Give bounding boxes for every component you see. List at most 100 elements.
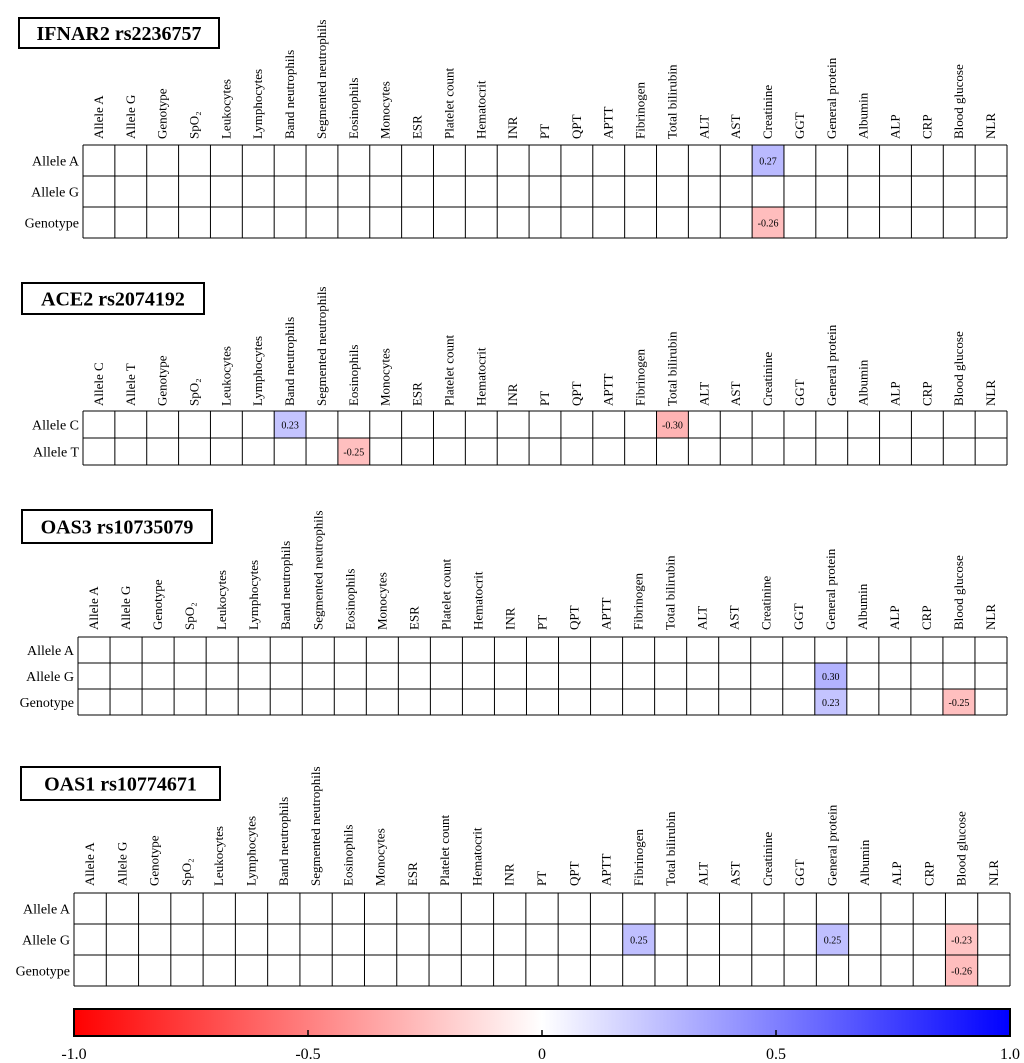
column-label-genotype: Genotype: [155, 355, 170, 406]
colorbar-tick-label: 0: [538, 1046, 546, 1063]
column-label-creatinine: Creatinine: [760, 352, 775, 406]
panel-ace2-rs2074192: ACE2 rs2074192 Allele C Allele T Genotype Sp…: [21, 282, 1008, 466]
column-label-blood-glucose: Blood glucose: [951, 64, 966, 139]
cell-value-label: 0.27: [759, 157, 777, 168]
colorbar-tick-label: -1.0: [61, 1046, 86, 1063]
column-label-monocytes: Monocytes: [378, 81, 393, 139]
row-label-allele-t: Allele T: [33, 446, 79, 461]
column-label-aptt: APTT: [599, 597, 614, 630]
column-label-segmented-neutrophils: Segmented neutrophils: [314, 286, 329, 406]
row-label-genotype: Genotype: [16, 965, 70, 980]
column-label-esr: ESR: [405, 862, 420, 886]
cell-value-label: 0.25: [630, 936, 648, 947]
colorbar-tick-label: 1.0: [1000, 1046, 1020, 1063]
panel-title-box: [21, 509, 213, 544]
column-label-eosinophils: Eosinophils: [346, 78, 361, 139]
column-label-ast: AST: [728, 381, 743, 406]
cell-value-label: 0.23: [822, 698, 840, 709]
column-label-platelet-count: Platelet count: [437, 814, 452, 886]
column-label-lymphocytes: Lymphocytes: [246, 560, 261, 630]
panel-title-box: [20, 766, 221, 801]
column-label-eosinophils: Eosinophils: [340, 825, 355, 886]
column-label-genotype: Genotype: [147, 835, 162, 886]
column-label-genotype: Genotype: [150, 579, 165, 630]
column-label-ast: AST: [728, 114, 743, 139]
cell-value-label: -0.25: [343, 448, 364, 459]
panel-grid: [73, 892, 1011, 987]
column-label-ggt: GGT: [791, 603, 806, 630]
cell-value-label: 0.23: [281, 421, 299, 432]
column-label-albumin: Albumin: [857, 839, 872, 886]
column-label-eosinophils: Eosinophils: [346, 345, 361, 406]
panel-grid: [82, 144, 1008, 239]
column-label-hematocrit: Hematocrit: [473, 80, 488, 139]
column-label-crp: CRP: [919, 114, 934, 139]
column-label-creatinine: Creatinine: [760, 85, 775, 139]
column-label-pt: PT: [535, 615, 550, 630]
heatmap-cell-genotype-blood-glucose: [945, 955, 978, 986]
column-label-allele-g: Allele G: [123, 95, 138, 139]
column-label-alt: ALT: [695, 862, 710, 886]
row-label-allele-a: Allele A: [27, 644, 75, 659]
heatmap-cell-genotype-general-protein: [814, 689, 847, 715]
row-label-genotype: Genotype: [25, 217, 79, 232]
colorbar-tick-label: -0.5: [295, 1046, 320, 1063]
column-label-spo2: SpO₂: [187, 111, 202, 139]
column-label-platelet-count: Platelet count: [441, 67, 456, 139]
heatmap-cell-allele-g-fibrinogen: [622, 924, 655, 955]
column-label-crp: CRP: [921, 861, 936, 886]
column-label-allele-g: Allele G: [114, 842, 129, 886]
row-label-genotype: Genotype: [20, 696, 74, 711]
column-label-allele-a: Allele A: [86, 586, 101, 630]
colorbar-tick-label: 0.5: [766, 1046, 786, 1063]
column-label-platelet-count: Platelet count: [438, 558, 453, 630]
column-label-nlr: NLR: [986, 860, 1001, 886]
column-label-inr: INR: [502, 863, 517, 886]
panel-title: OAS3 rs10735079: [41, 517, 194, 539]
heatmap-cell-allele-t-eosinophils: [337, 438, 370, 465]
column-label-aptt: APTT: [601, 373, 616, 406]
column-label-creatinine: Creatinine: [759, 576, 774, 630]
column-label-hematocrit: Hematocrit: [473, 347, 488, 406]
column-label-leukocytes: Leukocytes: [218, 346, 233, 406]
column-label-albumin: Albumin: [855, 583, 870, 630]
column-label-alp: ALP: [889, 861, 904, 886]
column-label-genotype: Genotype: [155, 88, 170, 139]
column-label-allele-c: Allele C: [91, 362, 106, 406]
column-label-albumin: Albumin: [856, 359, 871, 406]
heatmap-cell-allele-c-band-neutrophils: [274, 411, 307, 438]
column-label-ggt: GGT: [792, 859, 807, 886]
cell-value-label: 0.25: [824, 936, 842, 947]
row-label-allele-c: Allele C: [32, 419, 79, 434]
column-label-qpt: QPT: [569, 114, 584, 139]
cell-value-label: -0.25: [949, 698, 970, 709]
column-label-ggt: GGT: [792, 112, 807, 139]
column-label-spo2: SpO₂: [187, 378, 202, 406]
panel-title: OAS1 rs10774671: [44, 774, 197, 796]
column-label-band-neutrophils: Band neutrophils: [282, 50, 297, 139]
column-label-ast: AST: [728, 861, 743, 886]
column-label-qpt: QPT: [567, 605, 582, 630]
column-label-total-bilirubin: Total bilirubin: [664, 331, 679, 406]
heatmap-cell-genotype-creatinine: [752, 207, 784, 238]
column-label-segmented-neutrophils: Segmented neutrophils: [314, 19, 329, 139]
column-label-lymphocytes: Lymphocytes: [250, 336, 265, 406]
heatmap-cell-allele-g-general-protein: [814, 663, 847, 689]
row-label-allele-a: Allele A: [32, 155, 80, 170]
row-label-allele-g: Allele G: [31, 186, 79, 201]
column-label-alt: ALT: [695, 606, 710, 630]
cell-value-label: 0.30: [822, 672, 840, 683]
column-label-band-neutrophils: Band neutrophils: [278, 541, 293, 630]
column-label-esr: ESR: [410, 382, 425, 406]
panel-grid: [82, 410, 1008, 466]
column-label-pt: PT: [537, 391, 552, 406]
column-label-alt: ALT: [696, 115, 711, 139]
column-label-leukocytes: Leukocytes: [218, 79, 233, 139]
column-label-esr: ESR: [406, 606, 421, 630]
column-label-fibrinogen: Fibrinogen: [631, 828, 646, 886]
panel-title-box: [18, 17, 220, 49]
column-label-nlr: NLR: [983, 113, 998, 139]
column-label-band-neutrophils: Band neutrophils: [276, 797, 291, 886]
column-label-monocytes: Monocytes: [373, 828, 388, 886]
